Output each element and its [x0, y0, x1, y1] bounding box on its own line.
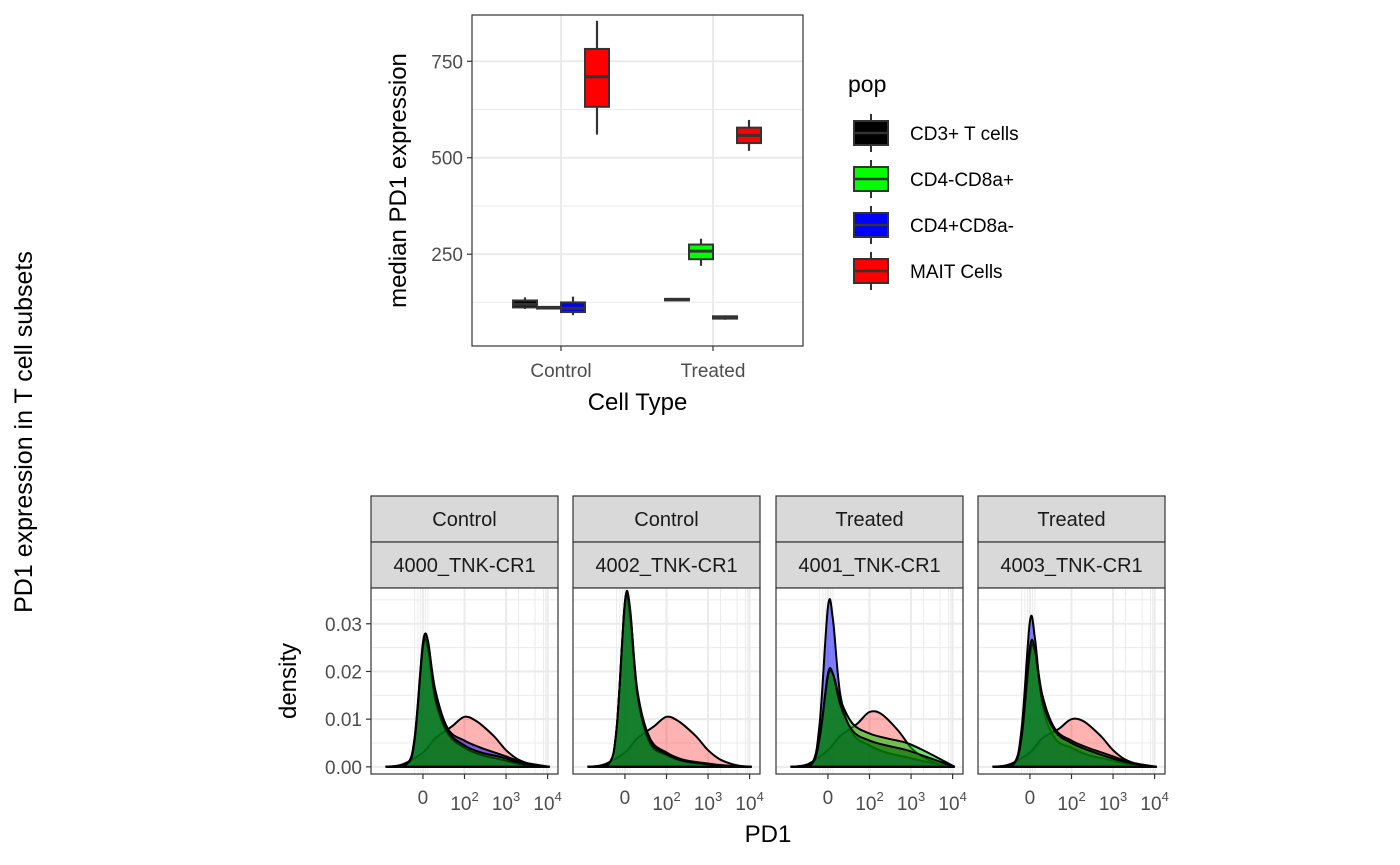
facet-strip-group — [370, 495, 559, 543]
boxplot-x-tick-label: Control — [530, 361, 591, 382]
density-x-tick-label: 0 — [418, 788, 429, 809]
density-facet-chart: Control 4000_TNK-CR1 0 102 103 104 Control 4002… — [275, 495, 1169, 848]
facet-strip-group-label: Control — [634, 509, 698, 531]
facet-strip-group — [977, 495, 1166, 543]
density-panel-4000-tnk-cr1: Control 4000_TNK-CR1 0 102 103 104 — [370, 495, 562, 815]
density-x-tick-label: 102 — [1057, 789, 1085, 815]
legend-title: pop — [848, 71, 886, 97]
density-x-tick-label: 0 — [620, 788, 631, 809]
facet-strip-sample — [572, 541, 761, 589]
facet-strip-sample-label: 4002_TNK-CR1 — [595, 555, 737, 577]
density-x-tick-label: 104 — [735, 789, 763, 815]
legend-entry-cd4-cd8a: CD4-CD8a+ — [853, 160, 1014, 198]
density-x-tick-label: 102 — [855, 789, 883, 815]
density-area-cd3-t-cells — [385, 632, 550, 768]
density-x-tick-label: 103 — [694, 789, 722, 815]
density-y-tick-label: 0.00 — [325, 758, 362, 779]
legend-label: CD4+CD8a- — [910, 216, 1014, 237]
boxplot-x-axis-title: Cell Type — [588, 389, 688, 416]
density-y-tick-label: 0.03 — [325, 615, 362, 636]
density-x-tick-label: 102 — [652, 789, 680, 815]
density-area-cd3-t-cells — [992, 638, 1157, 768]
legend-label: CD3+ T cells — [910, 124, 1019, 145]
facet-strip-group-label: Treated — [835, 509, 903, 531]
box-cd4-cd8a-control — [536, 305, 562, 310]
legend-entry-cd4-cd8a: CD4+CD8a- — [853, 206, 1014, 244]
boxplot-x-tick-label: Treated — [681, 361, 746, 382]
facet-strip-sample-label: 4000_TNK-CR1 — [393, 555, 535, 577]
legend-entry-cd3-t-cells: CD3+ T cells — [853, 114, 1019, 152]
legend-label: MAIT Cells — [910, 262, 1003, 283]
box-cd3-t-cells-treated — [664, 297, 690, 302]
density-x-tick-label: 103 — [1099, 789, 1127, 815]
box-mait-cells-control — [584, 20, 610, 135]
density-y-tick-label: 0.01 — [325, 710, 362, 731]
facet-strip-sample — [370, 541, 559, 589]
density-y-axis-title: density — [275, 643, 302, 719]
boxplot-y-tick-label: 250 — [431, 245, 463, 266]
boxplot-y-axis-title: median PD1 expression — [385, 53, 412, 308]
density-panel-4002-tnk-cr1: Control 4002_TNK-CR1 0 102 103 104 — [572, 495, 764, 815]
figure-outer-ylabel: PD1 expression in T cell subsets — [10, 251, 38, 613]
facet-strip-sample — [775, 541, 964, 589]
facet-strip-group-label: Treated — [1037, 509, 1105, 531]
density-x-tick-label: 102 — [450, 789, 478, 815]
density-x-tick-label: 103 — [897, 789, 925, 815]
density-x-tick-label: 0 — [823, 788, 834, 809]
density-panel-4001-tnk-cr1: Treated 4001_TNK-CR1 0 102 103 104 — [775, 495, 967, 815]
facet-strip-sample-label: 4003_TNK-CR1 — [1000, 555, 1142, 577]
density-x-tick-label: 104 — [533, 789, 561, 815]
density-y-tick-label: 0.02 — [325, 662, 362, 683]
legend-label: CD4-CD8a+ — [910, 170, 1014, 191]
boxplot-y-tick-label: 500 — [431, 149, 463, 170]
legend: pop CD3+ T cells CD4-CD8a+ CD4+CD8a- MAIT Ce… — [848, 71, 1019, 290]
box-cd4-cd8a-treated — [688, 238, 714, 266]
density-x-tick-label: 0 — [1025, 788, 1036, 809]
boxplot-panel-bg — [472, 15, 803, 346]
density-x-axis-title: PD1 — [745, 821, 792, 848]
facet-strip-group-label: Control — [432, 509, 496, 531]
density-area-cd3-t-cells — [790, 668, 956, 768]
legend-entry-mait-cells: MAIT Cells — [853, 252, 1003, 290]
box-cd3-t-cells-control — [512, 297, 538, 309]
facet-strip-sample-label: 4001_TNK-CR1 — [798, 555, 940, 577]
density-area-cd3-t-cells — [587, 589, 752, 768]
boxplot-panel-border — [471, 14, 804, 347]
box-cd4-cd8a-control — [560, 296, 586, 316]
density-x-tick-label: 103 — [492, 789, 520, 815]
box-mait-cells-treated — [736, 119, 762, 151]
density-panel-4003-tnk-cr1: Treated 4003_TNK-CR1 0 102 103 104 — [977, 495, 1169, 815]
density-x-tick-label: 104 — [1140, 789, 1168, 815]
facet-strip-group — [775, 495, 964, 543]
boxplot-y-tick-label: 750 — [431, 52, 463, 73]
box-cd4-cd8a-treated — [712, 315, 738, 320]
boxplot-chart: 250 500 750 Control Treated Cell Type median P… — [385, 14, 804, 416]
density-x-tick-label: 104 — [938, 789, 966, 815]
